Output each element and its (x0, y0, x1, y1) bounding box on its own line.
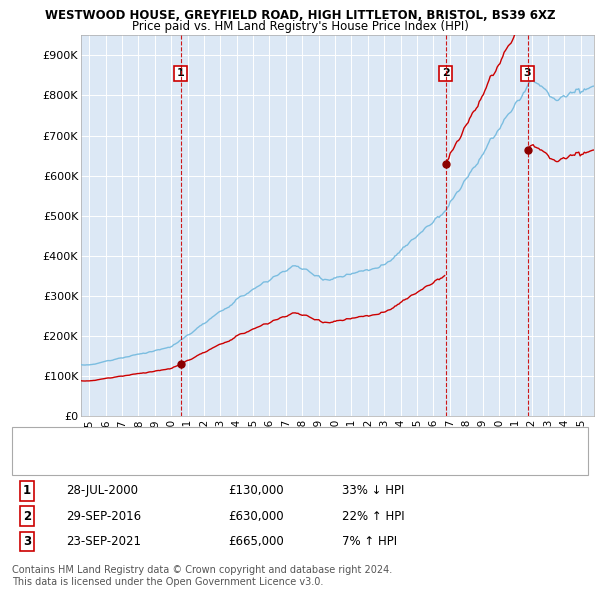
Text: WESTWOOD HOUSE, GREYFIELD ROAD, HIGH LITTLETON, BRISTOL, BS39 6XZ (detached: WESTWOOD HOUSE, GREYFIELD ROAD, HIGH LIT… (66, 431, 524, 440)
Text: WESTWOOD HOUSE, GREYFIELD ROAD, HIGH LITTLETON, BRISTOL, BS39 6XZ: WESTWOOD HOUSE, GREYFIELD ROAD, HIGH LIT… (45, 9, 555, 22)
Text: 2: 2 (442, 68, 449, 78)
Text: 29-SEP-2016: 29-SEP-2016 (66, 510, 141, 523)
Text: Price paid vs. HM Land Registry's House Price Index (HPI): Price paid vs. HM Land Registry's House … (131, 20, 469, 33)
Text: £665,000: £665,000 (228, 535, 284, 548)
Text: 28-JUL-2000: 28-JUL-2000 (66, 484, 138, 497)
Text: Contains HM Land Registry data © Crown copyright and database right 2024.
This d: Contains HM Land Registry data © Crown c… (12, 565, 392, 587)
Text: 33% ↓ HPI: 33% ↓ HPI (342, 484, 404, 497)
Text: 3: 3 (23, 535, 31, 548)
Text: 1: 1 (177, 68, 185, 78)
Text: 23-SEP-2021: 23-SEP-2021 (66, 535, 141, 548)
Text: 7% ↑ HPI: 7% ↑ HPI (342, 535, 397, 548)
Text: £630,000: £630,000 (228, 510, 284, 523)
Text: 2: 2 (23, 510, 31, 523)
Text: 22% ↑ HPI: 22% ↑ HPI (342, 510, 404, 523)
Text: £130,000: £130,000 (228, 484, 284, 497)
Text: 3: 3 (524, 68, 532, 78)
Text: 1: 1 (23, 484, 31, 497)
Text: HPI: Average price, detached house, Bath and North East Somerset: HPI: Average price, detached house, Bath… (66, 457, 418, 466)
